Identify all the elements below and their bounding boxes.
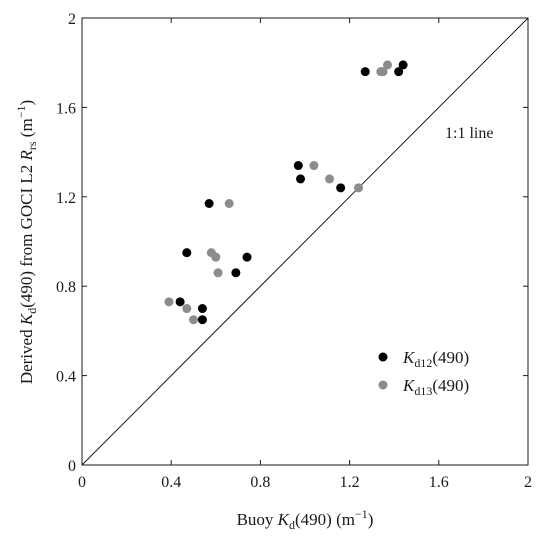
data-point-kd13 — [164, 297, 174, 307]
x-tick-label: 1.2 — [340, 474, 360, 491]
data-point-kd12 — [197, 304, 207, 314]
x-tick-label: 1.6 — [429, 474, 449, 491]
data-point-kd12 — [242, 252, 252, 262]
data-point-kd13 — [325, 174, 335, 184]
data-point-kd12 — [204, 199, 214, 209]
data-point-kd13 — [213, 268, 223, 278]
y-tick-label: 0.8 — [56, 279, 76, 296]
one-to-one-line — [81, 17, 529, 466]
data-point-kd13 — [224, 199, 234, 209]
data-point-kd13 — [383, 60, 393, 70]
y-tick-label: 0.4 — [56, 369, 76, 386]
one-to-one-annotation: 1:1 line — [445, 125, 493, 142]
y-axis-ticks: 0 0.4 0.8 1.2 1.6 2 — [56, 11, 528, 475]
legend-label-kd12: Kd12(490) — [402, 348, 469, 370]
data-point-kd12 — [296, 174, 306, 184]
legend-label-kd13: Kd13(490) — [402, 376, 469, 398]
legend-marker-kd12 — [378, 352, 388, 362]
data-point-kd12 — [398, 60, 408, 70]
data-point-kd12 — [394, 67, 404, 77]
data-point-kd12 — [231, 268, 241, 278]
legend-marker-kd13 — [378, 380, 388, 390]
data-point-kd12 — [293, 161, 303, 171]
data-point-kd13 — [378, 67, 388, 77]
data-point-kd13 — [211, 252, 221, 262]
x-axis-label: Buoy Kd(490) (m−1) — [237, 507, 374, 532]
data-point-kd12 — [360, 67, 370, 77]
data-point-kd13 — [182, 304, 192, 314]
data-point-kd12 — [182, 248, 192, 258]
x-tick-label: 0.4 — [161, 474, 181, 491]
x-tick-label: 0 — [78, 474, 86, 491]
y-tick-label: 0 — [68, 458, 76, 475]
y-tick-label: 2 — [68, 11, 76, 28]
data-point-kd12 — [336, 183, 346, 193]
data-point-kd12 — [175, 297, 185, 307]
data-points — [164, 60, 408, 325]
x-tick-label: 2 — [524, 474, 532, 491]
plot-frame — [81, 17, 529, 466]
x-tick-label: 0.8 — [250, 474, 270, 491]
y-axis-label: Derived Kd(490) from GOCI L2 Rrs (m−1) — [14, 100, 39, 384]
data-point-kd13 — [309, 161, 319, 171]
data-point-kd12 — [197, 315, 207, 325]
data-point-kd13 — [354, 183, 364, 193]
y-tick-label: 1.2 — [56, 190, 76, 207]
x-axis-ticks: 0 0.4 0.8 1.2 1.6 2 — [78, 18, 532, 491]
y-tick-label: 1.6 — [56, 100, 76, 117]
legend: Kd12(490) Kd13(490) — [378, 348, 469, 398]
data-point-kd13 — [189, 315, 198, 325]
